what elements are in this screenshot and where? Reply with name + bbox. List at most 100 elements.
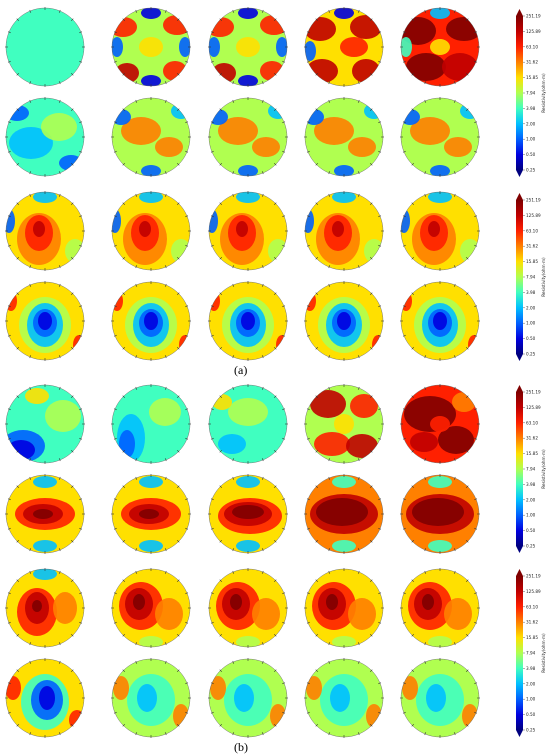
electrode-tick bbox=[261, 99, 264, 103]
electrode-tick bbox=[135, 386, 138, 390]
colorbar-tick-label: 7.94 bbox=[526, 651, 536, 656]
map-outline bbox=[400, 7, 480, 87]
electrode-tick bbox=[113, 121, 117, 124]
electrode-tick bbox=[261, 476, 264, 480]
colorbar-tick-label: 2.00 bbox=[526, 305, 536, 310]
resistivity-map bbox=[209, 385, 287, 463]
electrode-tick bbox=[29, 386, 32, 390]
electrode-tick bbox=[282, 121, 286, 124]
colorbar-tick-label: 3.98 bbox=[526, 482, 536, 487]
electrode-tick bbox=[453, 458, 456, 462]
electrode-tick bbox=[176, 579, 180, 583]
electrode-tick bbox=[282, 592, 286, 595]
electrode-tick bbox=[58, 265, 61, 269]
electrode-tick bbox=[210, 121, 214, 124]
resistivity-map bbox=[6, 282, 84, 360]
electrode-tick bbox=[7, 527, 11, 530]
colorbar-tick-label: 0.25 bbox=[526, 728, 536, 733]
electrode-tick bbox=[315, 162, 319, 166]
electrode-tick bbox=[424, 386, 427, 390]
resistivity-map bbox=[401, 385, 479, 463]
electrode-tick bbox=[282, 31, 286, 34]
electrode-tick bbox=[176, 539, 180, 543]
electrode-tick bbox=[70, 18, 74, 22]
electrode-tick bbox=[282, 150, 286, 153]
map-outline bbox=[400, 191, 480, 271]
electrode-tick bbox=[219, 395, 223, 399]
electrode-tick bbox=[219, 202, 223, 206]
electrode-tick bbox=[273, 18, 277, 22]
electrode-tick bbox=[315, 72, 319, 76]
electrode-tick bbox=[402, 592, 406, 595]
electrode-tick bbox=[315, 346, 319, 350]
map-outline bbox=[400, 97, 480, 177]
electrode-tick bbox=[411, 256, 415, 260]
electrode-tick bbox=[29, 81, 32, 85]
electrode-tick bbox=[135, 355, 138, 359]
electrode-tick bbox=[474, 60, 478, 63]
resistivity-map bbox=[209, 8, 287, 86]
electrode-tick bbox=[210, 437, 214, 440]
electrode-tick bbox=[424, 283, 427, 287]
electrode-tick bbox=[135, 458, 138, 462]
electrode-tick bbox=[176, 723, 180, 727]
electrode-tick bbox=[164, 458, 167, 462]
electrode-tick bbox=[58, 81, 61, 85]
map-outline bbox=[304, 568, 384, 648]
electrode-tick bbox=[70, 395, 74, 399]
colorbar-tick-label: 3.98 bbox=[526, 106, 536, 111]
electrode-tick bbox=[306, 244, 310, 247]
map-outline bbox=[111, 474, 191, 554]
electrode-tick bbox=[7, 121, 11, 124]
map-outline bbox=[111, 7, 191, 87]
electrode-tick bbox=[402, 498, 406, 501]
electrode-tick bbox=[282, 437, 286, 440]
electrode-tick bbox=[402, 408, 406, 411]
electrode-tick bbox=[424, 476, 427, 480]
colorbar-min-arrow bbox=[516, 354, 523, 361]
electrode-tick bbox=[328, 99, 331, 103]
electrode-tick bbox=[328, 660, 331, 664]
electrode-tick bbox=[378, 244, 382, 247]
electrode-tick bbox=[122, 18, 126, 22]
resistivity-map bbox=[209, 475, 287, 553]
electrode-tick bbox=[7, 334, 11, 337]
electrode-tick bbox=[465, 18, 469, 22]
colorbar-tick-label: 251.19 bbox=[526, 390, 541, 395]
electrode-tick bbox=[424, 355, 427, 359]
resistivity-map bbox=[305, 659, 383, 737]
map-outline bbox=[304, 658, 384, 738]
electrode-tick bbox=[185, 498, 189, 501]
electrode-tick bbox=[232, 476, 235, 480]
electrode-tick bbox=[465, 579, 469, 583]
colorbar-title: Resistivity(ohm·m) bbox=[541, 257, 546, 297]
electrode-tick bbox=[58, 171, 61, 175]
electrode-tick bbox=[328, 732, 331, 736]
resistivity-map bbox=[6, 475, 84, 553]
electrode-tick bbox=[58, 458, 61, 462]
electrode-tick bbox=[232, 732, 235, 736]
electrode-tick bbox=[16, 202, 20, 206]
electrode-tick bbox=[357, 265, 360, 269]
electrode-tick bbox=[453, 548, 456, 552]
map-outline bbox=[208, 658, 288, 738]
electrode-tick bbox=[453, 99, 456, 103]
resistivity-map bbox=[401, 569, 479, 647]
electrode-tick bbox=[210, 527, 214, 530]
electrode-tick bbox=[79, 711, 83, 714]
colorbar-gradient bbox=[516, 200, 523, 354]
map-outline bbox=[111, 191, 191, 271]
panel-label-b: (b) bbox=[234, 740, 248, 754]
resistivity-map bbox=[6, 385, 84, 463]
electrode-tick bbox=[113, 60, 117, 63]
colorbar-tick-label: 3.98 bbox=[526, 290, 536, 295]
electrode-tick bbox=[70, 539, 74, 543]
electrode-tick bbox=[232, 570, 235, 574]
panel-label-a: (a) bbox=[234, 363, 248, 377]
electrode-tick bbox=[261, 732, 264, 736]
electrode-tick bbox=[328, 548, 331, 552]
electrode-tick bbox=[273, 202, 277, 206]
electrode-tick bbox=[29, 660, 32, 664]
electrode-tick bbox=[164, 171, 167, 175]
electrode-tick bbox=[315, 18, 319, 22]
